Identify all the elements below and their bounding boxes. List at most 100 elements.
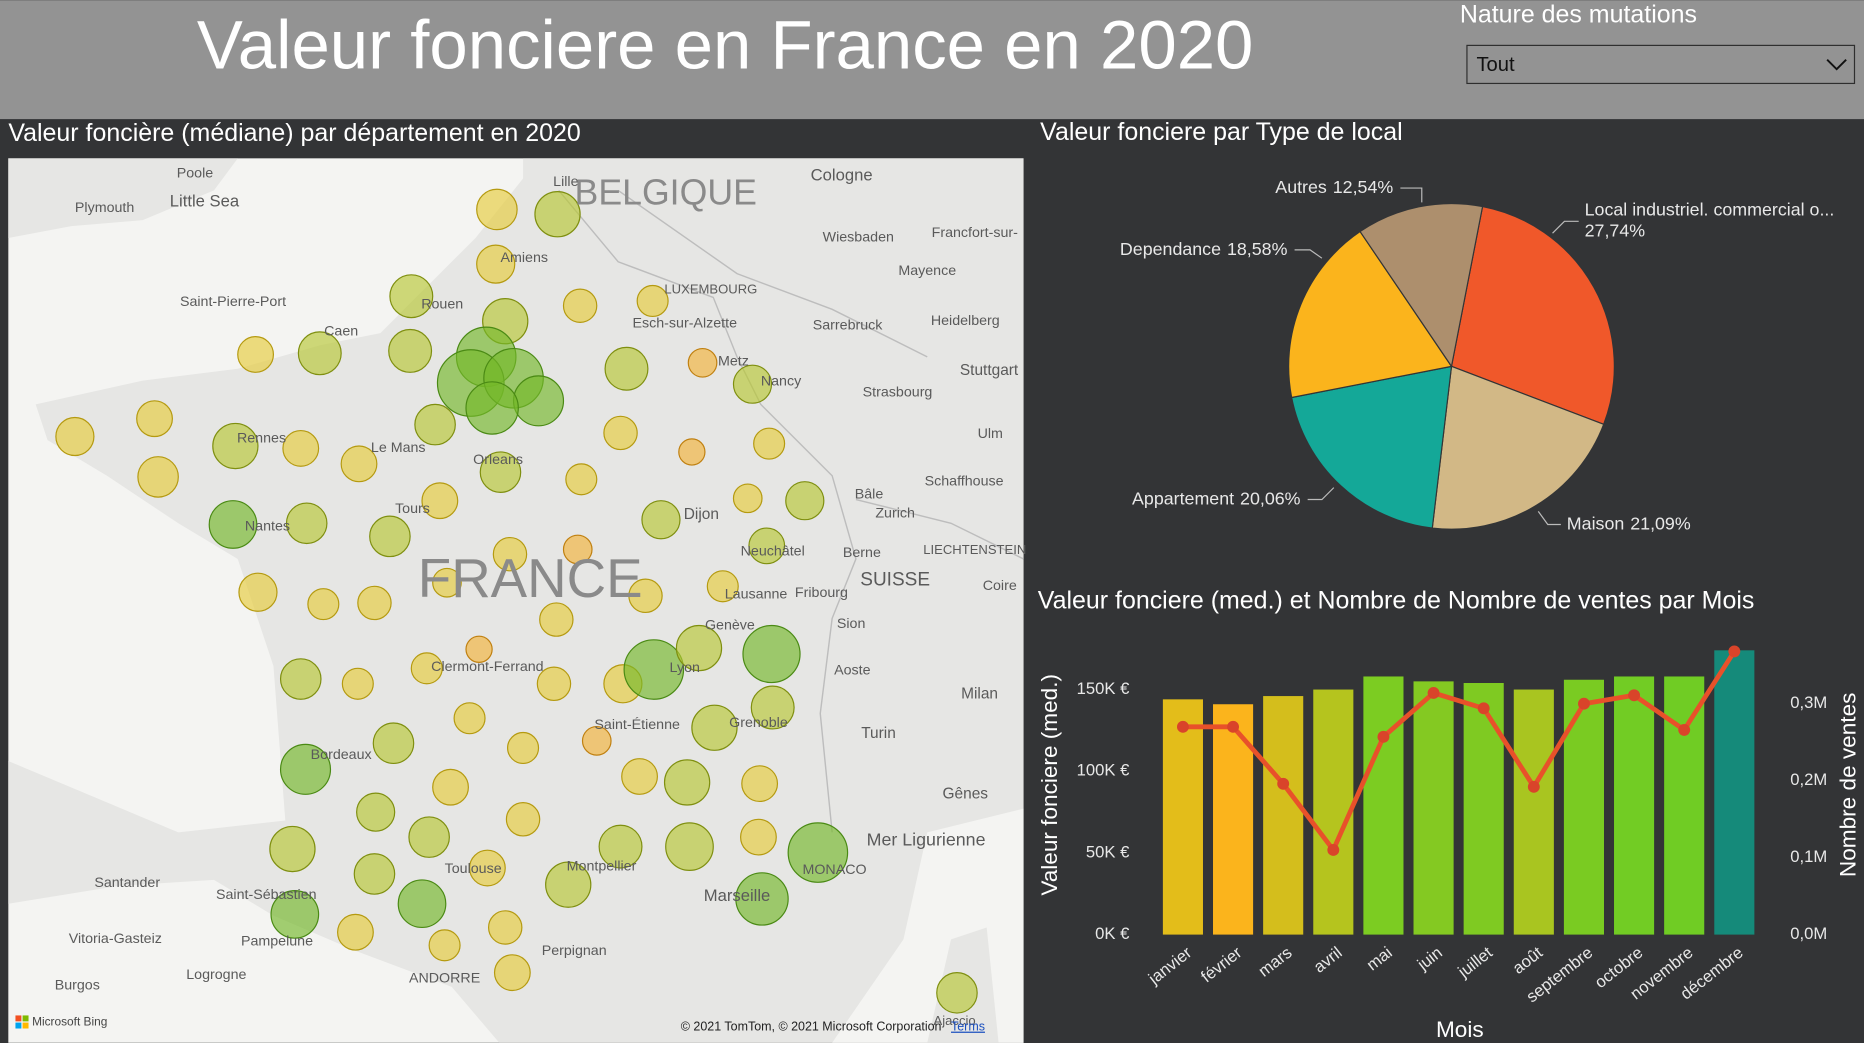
map-bubble: [750, 685, 795, 730]
pie-slice: [1290, 365, 1453, 529]
bar: [1614, 676, 1655, 935]
map-bubble: [687, 347, 718, 378]
logo-square: [22, 1015, 29, 1022]
map-bubble: [706, 570, 739, 603]
pie-label: Dependance 18,58%: [1120, 239, 1288, 259]
place-label: Lyon: [670, 660, 700, 676]
line-point: [1728, 645, 1741, 658]
logo-square: [15, 1015, 22, 1022]
place-label: Le Mans: [371, 440, 426, 456]
leader-line: [1294, 249, 1323, 259]
bar: [1213, 704, 1254, 935]
place-label: Logrogne: [186, 967, 246, 983]
map-bubble: [493, 954, 531, 992]
map-bubble: [512, 375, 565, 427]
line-point: [1176, 720, 1189, 733]
map-logo: Microsoft Bing: [32, 1015, 107, 1029]
place-label: Saint-Étienne: [594, 716, 680, 733]
place-label: Sarrebruck: [813, 318, 884, 334]
place-label: Schaffhouse: [925, 473, 1004, 489]
map-bubble: [545, 861, 592, 908]
place-label: Vitoria-Gasteiz: [69, 931, 162, 947]
map-bubble: [598, 824, 643, 869]
map-bubble: [414, 403, 456, 446]
place-label: Clermont-Ferrand: [431, 659, 543, 675]
place-label: Perpignan: [542, 943, 607, 959]
place-label: Bâle: [855, 487, 884, 503]
pie-label: Appartement 20,06%: [1132, 488, 1301, 508]
place-label: Berne: [843, 545, 881, 561]
place-label: Francfort-sur-: [932, 225, 1019, 241]
place-label: Grenoble: [729, 715, 788, 731]
map-bubble: [691, 704, 738, 751]
place-label: Genève: [705, 617, 755, 633]
place-label: Strasbourg: [863, 384, 933, 400]
line-point: [1377, 730, 1390, 743]
slicer-dropdown[interactable]: Tout: [1466, 44, 1856, 85]
map-bubble: [742, 624, 801, 684]
map-terms[interactable]: Terms: [951, 1020, 985, 1034]
y2-tick-label: 0,1M: [1790, 847, 1827, 866]
map-bubble: [636, 284, 669, 318]
leader-line: [1552, 220, 1579, 234]
chevron[interactable]: [1826, 58, 1847, 71]
map-bubble: [270, 890, 320, 939]
map-bubble: [468, 849, 506, 887]
pie-slice: [1288, 230, 1453, 399]
map-bubble: [269, 825, 316, 873]
dropdown-box[interactable]: [1466, 44, 1856, 85]
place-label: Heidelberg: [931, 313, 1000, 329]
map-bubble: [356, 792, 396, 832]
map-bubble: [55, 416, 95, 457]
map-bubble: [421, 482, 459, 520]
place-label: MONACO: [802, 862, 866, 878]
pie-chart: Local industriel. commercial o...27,74% M…: [1120, 177, 1834, 533]
map-bubble: [748, 527, 786, 565]
map-bubble: [663, 759, 711, 806]
logo-square: [15, 1022, 22, 1029]
map-bubble: [341, 667, 374, 700]
x-tick-label: mai: [1363, 943, 1396, 974]
place-label: Saint-Sébastien: [216, 887, 317, 903]
place-label: Fribourg: [795, 585, 848, 601]
map-bubble: [432, 567, 462, 598]
map-bubble: [337, 913, 374, 951]
line-point: [1427, 687, 1440, 699]
bubble-layer: [55, 188, 978, 1014]
map-bubble: [279, 658, 322, 700]
place-label: Poole: [177, 166, 214, 182]
place-label: Caen: [324, 324, 358, 340]
pie-slice: [1431, 365, 1605, 530]
y-axis-title: Valeur fonciere (med.): [1037, 674, 1062, 896]
dropdown-value[interactable]: Tout: [1476, 54, 1515, 76]
map-bubble: [208, 500, 258, 549]
x-tick-label: juin: [1413, 943, 1446, 975]
map-bubble: [732, 364, 773, 404]
map-bubble: [432, 768, 469, 806]
map-bubble: [603, 415, 638, 451]
combo-chart: 0K € 50K € 100K € 150K € 0,0M 0,1M 0,2M 0,3M Val…: [1037, 645, 1861, 1042]
place-label: Sion: [837, 616, 866, 632]
bar: [1413, 681, 1454, 935]
map-bubble: [565, 463, 598, 496]
map-bubble: [539, 602, 574, 637]
map-bubble: [465, 635, 493, 663]
map-bubble: [307, 588, 340, 621]
place-label: Montpellier: [567, 859, 637, 875]
map-bubble: [753, 427, 786, 460]
place-label: Lausanne: [725, 586, 788, 602]
place-label: Lille: [553, 174, 578, 190]
map-bubble: [476, 244, 516, 284]
map-bubble: [505, 802, 541, 837]
place-label: Orleans: [473, 452, 523, 468]
map-bubble: [562, 534, 593, 565]
map-bubble: [785, 481, 825, 521]
leader-line: [1400, 187, 1423, 203]
place-label: Aoste: [834, 662, 871, 678]
place-label: Marseille: [704, 886, 771, 905]
x-axis-title: Mois: [1436, 1017, 1484, 1042]
map-bubble: [623, 639, 685, 700]
place-label: Saint-Pierre-Port: [180, 294, 286, 310]
